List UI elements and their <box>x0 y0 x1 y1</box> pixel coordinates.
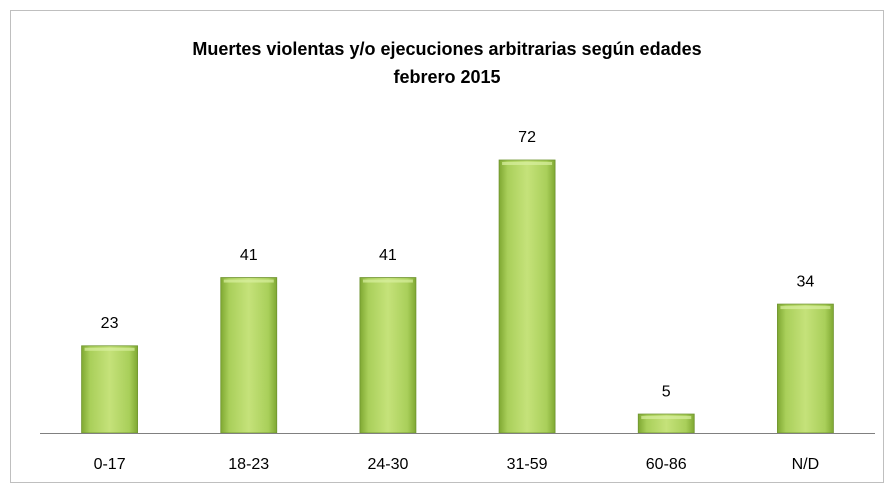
data-label: 23 <box>101 315 119 332</box>
chart-frame <box>10 10 884 483</box>
bar <box>359 277 417 434</box>
data-label: 34 <box>797 273 815 290</box>
x-tick-label: 60-86 <box>646 456 687 473</box>
x-tick-label: 31-59 <box>507 456 548 473</box>
bar-bevel <box>780 306 831 310</box>
x-tick-label: 0-17 <box>94 456 126 473</box>
x-tick-label: 18-23 <box>228 456 269 473</box>
bar-bevel <box>223 279 274 283</box>
x-tick-label: 24-30 <box>367 456 408 473</box>
data-label: 41 <box>240 247 258 264</box>
chart-title: Muertes violentas y/o ejecuciones arbitr… <box>192 39 701 59</box>
data-label: 5 <box>662 383 671 400</box>
bar <box>81 345 138 434</box>
data-label: 41 <box>379 247 397 264</box>
bar <box>777 303 834 434</box>
bar-bevel <box>641 416 692 420</box>
bar <box>220 277 278 434</box>
chart-title: febrero 2015 <box>393 67 500 87</box>
data-label: 72 <box>518 129 536 146</box>
bar-bevel <box>502 162 553 165</box>
x-tick-label: N/D <box>792 456 820 473</box>
bar-bevel <box>362 279 413 283</box>
bar <box>498 159 556 434</box>
bar-bevel <box>84 347 135 351</box>
